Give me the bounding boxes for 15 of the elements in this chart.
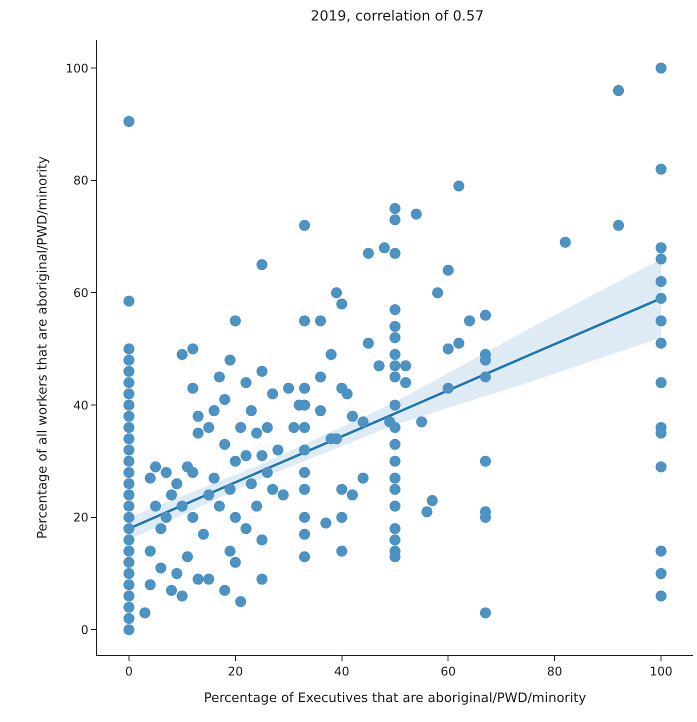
x-axis-title: Percentage of Executives that are aboriginal/PWD/minority <box>204 691 586 706</box>
y-tick-label: 0 <box>80 622 88 637</box>
x-tick-label: 40 <box>334 664 350 678</box>
y-tick-label: 80 <box>73 174 88 188</box>
y-tick-label: 20 <box>73 510 88 525</box>
y-tick-label: 40 <box>73 398 88 412</box>
y-tick-label: 100 <box>66 61 88 76</box>
x-tick-label: 20 <box>228 664 243 678</box>
x-tick-label: 60 <box>440 664 456 678</box>
y-tick-label: 60 <box>73 286 88 300</box>
x-tick-label: 80 <box>547 664 562 678</box>
x-tick-label: 0 <box>125 664 133 678</box>
x-tick-label: 100 <box>650 664 673 678</box>
y-axis-title: Percentage of all workers that are aboriginal/PWD/minority <box>36 156 51 539</box>
chart-title: 2019, correlation of 0.57 <box>310 8 484 25</box>
